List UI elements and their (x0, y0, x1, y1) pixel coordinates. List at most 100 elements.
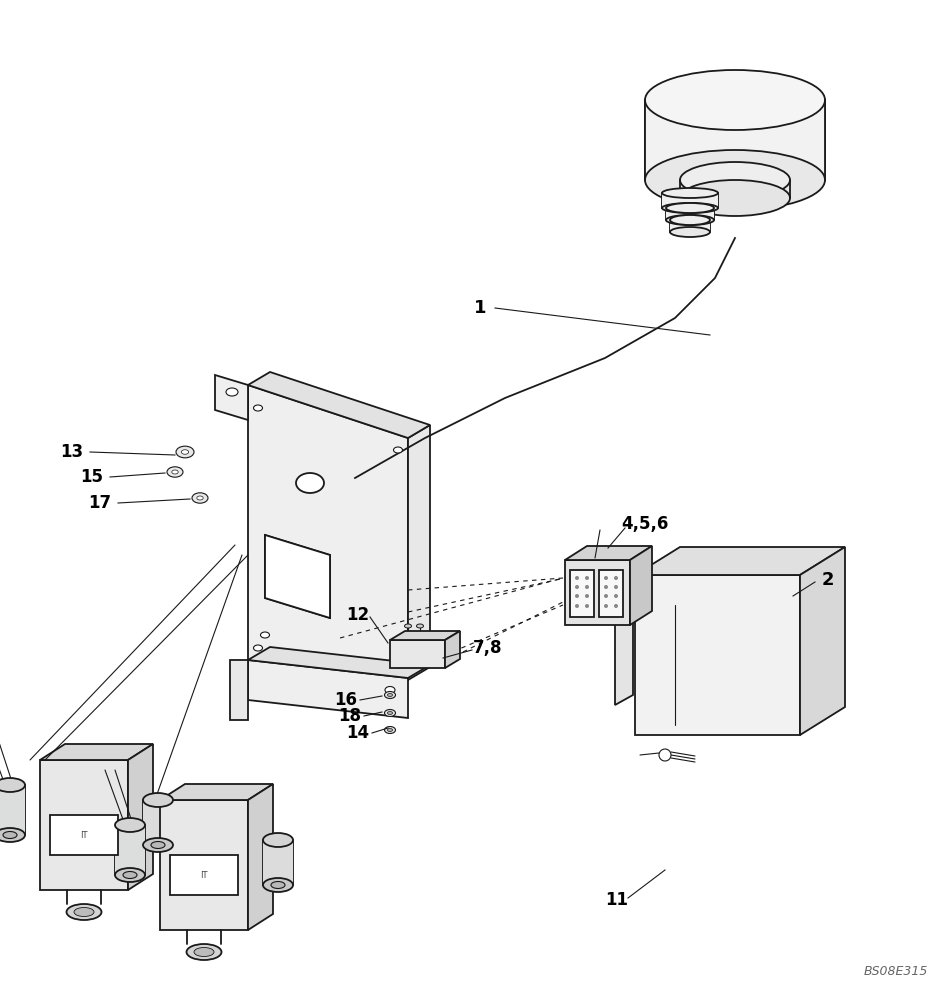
Text: 2: 2 (821, 571, 834, 589)
Ellipse shape (192, 493, 208, 503)
Text: IT: IT (80, 830, 88, 840)
Text: 16: 16 (334, 691, 358, 709)
Polygon shape (680, 180, 790, 198)
Text: 11: 11 (605, 891, 629, 909)
Ellipse shape (66, 904, 102, 920)
Ellipse shape (187, 944, 222, 960)
Ellipse shape (680, 180, 790, 216)
Text: 7,8: 7,8 (473, 639, 503, 657)
Polygon shape (565, 546, 652, 560)
Ellipse shape (662, 203, 718, 213)
Ellipse shape (394, 662, 402, 668)
Ellipse shape (670, 215, 710, 225)
Polygon shape (263, 840, 293, 885)
Polygon shape (565, 560, 630, 625)
Text: 18: 18 (339, 707, 362, 725)
Circle shape (604, 604, 608, 608)
Polygon shape (160, 800, 248, 930)
Circle shape (614, 576, 618, 580)
Ellipse shape (261, 632, 269, 638)
Polygon shape (408, 425, 430, 680)
Ellipse shape (271, 882, 285, 888)
Polygon shape (615, 593, 633, 705)
Ellipse shape (404, 624, 412, 628)
Ellipse shape (385, 686, 395, 694)
Circle shape (659, 749, 671, 761)
Polygon shape (160, 784, 273, 800)
Ellipse shape (226, 388, 238, 396)
Polygon shape (248, 660, 408, 718)
Ellipse shape (0, 778, 25, 792)
Polygon shape (662, 193, 718, 208)
Ellipse shape (263, 878, 293, 892)
Ellipse shape (384, 726, 396, 734)
Ellipse shape (151, 842, 165, 848)
Circle shape (575, 594, 579, 598)
Polygon shape (390, 631, 460, 640)
Ellipse shape (384, 692, 396, 698)
Circle shape (604, 585, 608, 589)
Polygon shape (143, 800, 173, 845)
Polygon shape (670, 220, 710, 232)
Ellipse shape (387, 694, 393, 696)
Polygon shape (215, 375, 248, 420)
Ellipse shape (645, 150, 825, 210)
Polygon shape (115, 825, 145, 875)
Ellipse shape (394, 447, 402, 453)
Polygon shape (570, 570, 594, 617)
Circle shape (585, 585, 589, 589)
Polygon shape (248, 372, 430, 438)
Polygon shape (0, 785, 25, 835)
Ellipse shape (3, 832, 17, 838)
Circle shape (585, 594, 589, 598)
Polygon shape (635, 575, 800, 735)
Ellipse shape (254, 405, 262, 411)
Text: 4,5,6: 4,5,6 (621, 515, 668, 533)
Ellipse shape (167, 467, 183, 477)
Ellipse shape (662, 188, 718, 198)
Polygon shape (666, 208, 714, 220)
Polygon shape (265, 535, 330, 618)
Ellipse shape (115, 868, 145, 882)
Ellipse shape (123, 871, 137, 879)
Polygon shape (645, 100, 825, 180)
Text: 12: 12 (346, 606, 369, 624)
Polygon shape (635, 547, 845, 575)
Circle shape (585, 604, 589, 608)
Polygon shape (248, 784, 273, 930)
Circle shape (614, 585, 618, 589)
Circle shape (585, 576, 589, 580)
Polygon shape (248, 385, 408, 680)
Ellipse shape (296, 473, 324, 493)
Ellipse shape (387, 728, 393, 732)
Ellipse shape (666, 203, 714, 213)
Ellipse shape (194, 948, 214, 956)
Ellipse shape (254, 645, 262, 651)
Ellipse shape (115, 818, 145, 832)
Ellipse shape (181, 450, 189, 454)
Circle shape (614, 594, 618, 598)
Ellipse shape (196, 496, 203, 500)
Text: 14: 14 (346, 724, 369, 742)
Text: BS08E315: BS08E315 (864, 965, 928, 978)
Ellipse shape (680, 162, 790, 198)
Ellipse shape (0, 828, 25, 842)
Polygon shape (445, 631, 460, 668)
Polygon shape (50, 815, 118, 855)
Polygon shape (390, 640, 445, 668)
Text: 17: 17 (89, 494, 111, 512)
Ellipse shape (143, 793, 173, 807)
Ellipse shape (143, 838, 173, 852)
Ellipse shape (74, 908, 94, 916)
Polygon shape (170, 855, 238, 895)
Ellipse shape (387, 712, 393, 714)
Text: IT: IT (200, 870, 208, 880)
Ellipse shape (670, 227, 710, 237)
Polygon shape (630, 546, 652, 625)
Circle shape (604, 576, 608, 580)
Circle shape (604, 594, 608, 598)
Text: 1: 1 (474, 299, 486, 317)
Ellipse shape (172, 470, 178, 474)
Circle shape (575, 576, 579, 580)
Polygon shape (599, 570, 623, 617)
